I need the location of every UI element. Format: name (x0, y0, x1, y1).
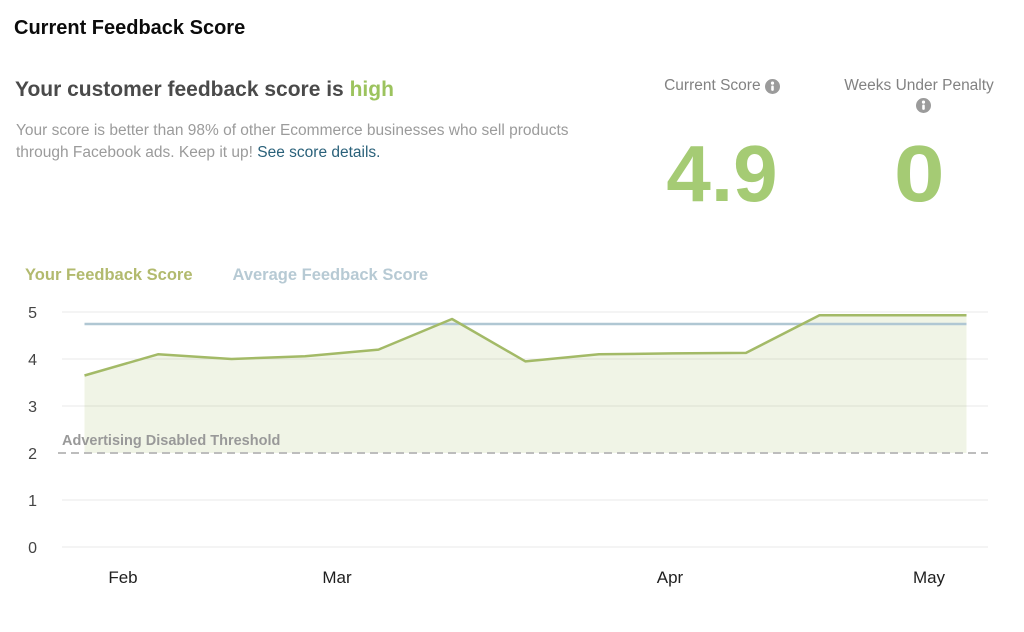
svg-text:0: 0 (28, 540, 37, 557)
svg-text:4: 4 (28, 352, 37, 369)
svg-text:May: May (913, 568, 946, 587)
svg-text:5: 5 (28, 305, 37, 322)
svg-text:Advertising Disabled Threshold: Advertising Disabled Threshold (62, 433, 280, 449)
svg-text:Feb: Feb (108, 568, 137, 587)
svg-text:Apr: Apr (657, 568, 684, 587)
svg-text:1: 1 (28, 493, 37, 510)
svg-text:3: 3 (28, 399, 37, 416)
svg-text:2: 2 (28, 446, 37, 463)
svg-text:Mar: Mar (322, 568, 352, 587)
